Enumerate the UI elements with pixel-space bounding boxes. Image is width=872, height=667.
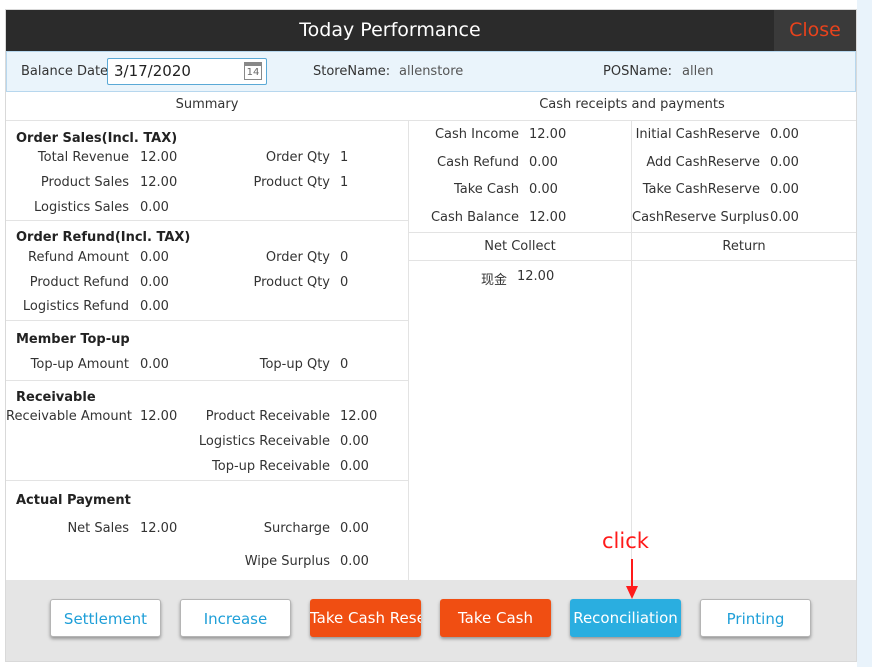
annotation-arrow [631, 559, 633, 589]
net-collect-header: Net Collect [484, 239, 556, 254]
button-bar: Settlement Increase Take Cash Reser Take… [6, 580, 856, 661]
printing-button[interactable]: Printing [700, 599, 811, 637]
net-sales-label: Net Sales [67, 521, 129, 536]
refund-product-qty-value: 0 [340, 275, 349, 290]
wipe-surplus-label: Wipe Surplus [244, 554, 330, 569]
cash-refund-label: Cash Refund [437, 155, 519, 170]
net-sales-value: 12.00 [140, 521, 178, 536]
reserve-surplus-value: 0.00 [770, 210, 799, 225]
divider [409, 232, 856, 233]
balance-date-value[interactable]: 3/17/2020 [114, 62, 191, 80]
divider [6, 380, 408, 381]
take-reserve-label: Take CashReserve [642, 182, 760, 197]
surcharge-value: 0.00 [340, 521, 369, 536]
topup-qty-label: Top-up Qty [259, 357, 330, 372]
divider [6, 480, 408, 481]
net-collect-item-value: 12.00 [517, 269, 555, 284]
divider [6, 320, 408, 321]
cash-income-value: 12.00 [529, 127, 567, 142]
refund-amount-label: Refund Amount [28, 250, 129, 265]
summary-header: Summary [175, 97, 239, 112]
title-bar: Today Performance Close [6, 10, 856, 51]
add-reserve-value: 0.00 [770, 155, 799, 170]
receivable-amount-label: Receivable Amount [6, 409, 132, 424]
refund-product-qty-label: Product Qty [253, 275, 330, 290]
take-reserve-value: 0.00 [770, 182, 799, 197]
today-performance-dialog: Today Performance Close Balance Date: 3/… [5, 9, 857, 662]
take-cash-reserve-button[interactable]: Take Cash Reser [310, 599, 421, 637]
add-reserve-label: Add CashReserve [646, 155, 760, 170]
product-sales-value: 12.00 [140, 175, 178, 190]
logistics-refund-value: 0.00 [140, 299, 169, 314]
logistics-receivable-label: Logistics Receivable [198, 434, 330, 449]
product-sales-label: Product Sales [40, 175, 129, 190]
topup-receivable-value: 0.00 [340, 459, 369, 474]
total-revenue-label: Total Revenue [37, 150, 129, 165]
product-qty-label: Product Qty [253, 175, 330, 190]
info-bar: Balance Date: 3/17/2020 14 StoreName: al… [6, 51, 856, 92]
cash-header: Cash receipts and payments [539, 97, 725, 112]
logistics-refund-label: Logistics Refund [22, 299, 129, 314]
order-refund-title: Order Refund(Incl. TAX) [16, 230, 191, 245]
reserve-surplus-label: CashReserve Surplus [632, 210, 770, 225]
refund-order-qty-value: 0 [340, 250, 349, 265]
pos-name-value: allen [682, 64, 714, 79]
refund-order-qty-label: Order Qty [265, 250, 330, 265]
wipe-surplus-value: 0.00 [340, 554, 369, 569]
take-cash-button[interactable]: Take Cash [440, 599, 551, 637]
take-cash-label: Take Cash [453, 182, 519, 197]
close-button[interactable]: Close [774, 10, 856, 51]
surcharge-label: Surcharge [263, 521, 330, 536]
page-scroll-strip [857, 0, 872, 667]
order-qty-value: 1 [340, 150, 349, 165]
divider [409, 260, 856, 261]
reconciliation-button[interactable]: Reconciliation [570, 599, 681, 637]
calendar-icon[interactable]: 14 [244, 62, 262, 80]
topup-amount-label: Top-up Amount [30, 357, 129, 372]
store-name-value: allenstore [399, 64, 464, 79]
actual-payment-title: Actual Payment [16, 493, 131, 508]
product-receivable-label: Product Receivable [205, 409, 330, 424]
dialog-title: Today Performance [299, 19, 481, 41]
cash-refund-value: 0.00 [529, 155, 558, 170]
product-refund-value: 0.00 [140, 275, 169, 290]
receivable-title: Receivable [16, 390, 96, 405]
divider [408, 121, 409, 580]
increase-button[interactable]: Increase [180, 599, 291, 637]
take-cash-value: 0.00 [529, 182, 558, 197]
annotation-arrow-head [626, 586, 638, 599]
settlement-button[interactable]: Settlement [50, 599, 161, 637]
divider [631, 121, 632, 580]
initial-reserve-value: 0.00 [770, 127, 799, 142]
initial-reserve-label: Initial CashReserve [635, 127, 760, 142]
logistics-sales-label: Logistics Sales [34, 200, 129, 215]
product-refund-label: Product Refund [29, 275, 129, 290]
logistics-sales-value: 0.00 [140, 200, 169, 215]
divider [6, 220, 408, 221]
cash-balance-value: 12.00 [529, 210, 567, 225]
click-annotation: click [602, 529, 649, 553]
store-name-label: StoreName: [313, 64, 391, 79]
total-revenue-value: 12.00 [140, 150, 178, 165]
divider [6, 120, 856, 121]
return-header: Return [722, 239, 766, 254]
cash-balance-label: Cash Balance [430, 210, 519, 225]
cash-income-label: Cash Income [434, 127, 519, 142]
pos-name-label: POSName: [603, 64, 673, 79]
product-receivable-value: 12.00 [340, 409, 378, 424]
balance-date-label: Balance Date: [21, 64, 113, 79]
order-qty-label: Order Qty [265, 150, 330, 165]
balance-date-picker[interactable]: 3/17/2020 14 [107, 58, 267, 85]
receivable-amount-value: 12.00 [140, 409, 178, 424]
topup-amount-value: 0.00 [140, 357, 169, 372]
topup-receivable-label: Top-up Receivable [212, 459, 330, 474]
net-collect-item-label: 现金 [480, 273, 507, 288]
logistics-receivable-value: 0.00 [340, 434, 369, 449]
product-qty-value: 1 [340, 175, 349, 190]
topup-qty-value: 0 [340, 357, 349, 372]
order-sales-title: Order Sales(Incl. TAX) [16, 131, 178, 146]
member-topup-title: Member Top-up [16, 332, 130, 347]
refund-amount-value: 0.00 [140, 250, 169, 265]
